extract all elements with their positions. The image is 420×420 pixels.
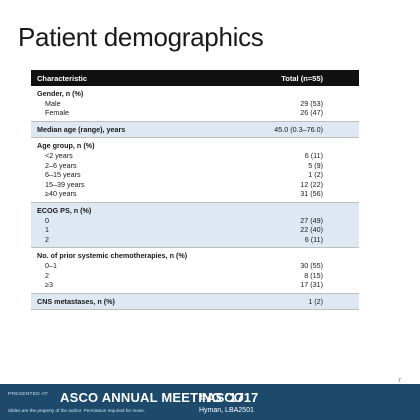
header-total: Total (n=55) <box>281 73 323 83</box>
table-section: Median age (range), years 45.0 (0.3–76.0) <box>31 121 359 139</box>
table-section: No. of prior systemic chemotherapies, n … <box>31 248 359 294</box>
row-label: 0–1 <box>45 260 57 270</box>
reuse-disclaimer: Slides are the property of the author. P… <box>8 408 146 413</box>
row-label: Female <box>45 108 69 118</box>
section-heading-row: CNS metastases, n (%) 1 (2) <box>31 297 359 307</box>
meeting-hashtag: #ASCO17 <box>199 390 259 405</box>
section-heading-label: Median age (range), years <box>37 124 126 134</box>
table-row: Female 26 (47) <box>31 108 359 118</box>
section-heading-value: 45.0 (0.3–76.0) <box>274 124 323 134</box>
row-value: 30 (55) <box>300 260 323 270</box>
section-heading-label: ECOG PS, n (%) <box>37 205 92 215</box>
meeting-name: ASCO ANNUAL MEETING '17 <box>60 390 244 405</box>
table-row: 2 8 (15) <box>31 271 359 281</box>
table-row: 2–6 years 5 (9) <box>31 161 359 171</box>
section-heading-value <box>213 89 359 99</box>
row-label: 15–39 years <box>45 179 85 189</box>
row-value: 12 (22) <box>300 179 323 189</box>
presented-at-label: PRESENTED AT: <box>8 392 49 397</box>
row-value: 26 (47) <box>300 108 323 118</box>
header-characteristic: Characteristic <box>37 73 88 83</box>
table-row: ≥40 years 31 (56) <box>31 189 359 199</box>
section-heading-value: 1 (2) <box>308 296 323 306</box>
section-heading-value <box>213 141 359 151</box>
row-value: 6 (11) <box>304 234 323 244</box>
row-value: 27 (49) <box>300 215 323 225</box>
table-row: 0 27 (49) <box>31 216 359 226</box>
slide-title: Patient demographics <box>18 22 264 52</box>
row-value: 22 (40) <box>300 225 323 235</box>
page-number: 7 <box>398 378 401 384</box>
section-heading-row: No. of prior systemic chemotherapies, n … <box>31 251 359 261</box>
row-label: 2 <box>45 270 49 280</box>
table-row: Male 29 (53) <box>31 99 359 109</box>
table-section: CNS metastases, n (%) 1 (2) <box>31 293 359 311</box>
section-heading-value <box>213 206 359 216</box>
row-value: 8 (15) <box>304 270 323 280</box>
table-row: 15–39 years 12 (22) <box>31 180 359 190</box>
table-header: Characteristic Total (n=55) <box>31 70 359 86</box>
section-heading-row: ECOG PS, n (%) <box>31 206 359 216</box>
row-label: Male <box>45 98 61 108</box>
table-row: ≥3 17 (31) <box>31 280 359 290</box>
table-section: ECOG PS, n (%) 0 27 (49) 1 22 (40) 2 6 (11) <box>31 202 359 249</box>
row-value: 29 (53) <box>300 98 323 108</box>
table-section: Age group, n (%) <2 years 6 (11) 2–6 years 5… <box>31 138 359 203</box>
table-section: Gender, n (%) Male 29 (53) Female 26 (47) <box>31 86 359 122</box>
table-row: 2 6 (11) <box>31 235 359 245</box>
table-body: Gender, n (%) Male 29 (53) Female 26 (47) Med… <box>31 86 359 311</box>
row-label: ≥3 <box>45 280 53 290</box>
section-heading-label: Gender, n (%) <box>37 89 84 98</box>
row-label: <2 years <box>45 150 73 160</box>
table-row: <2 years 6 (11) <box>31 151 359 161</box>
presenter-abstract: Hyman, LBA2501 <box>199 407 254 414</box>
row-value: 5 (9) <box>308 160 323 170</box>
table-row: 0–1 30 (55) <box>31 261 359 271</box>
row-value: 1 (2) <box>308 170 323 180</box>
table-row: 1 22 (40) <box>31 225 359 235</box>
row-label: 2–6 years <box>45 160 77 170</box>
row-value: 31 (56) <box>300 189 323 199</box>
row-value: 6 (11) <box>304 150 323 160</box>
row-label: 2 <box>45 234 49 244</box>
table-row: 6–15 years 1 (2) <box>31 170 359 180</box>
section-heading-row: Gender, n (%) <box>31 89 359 99</box>
section-heading-label: CNS metastases, n (%) <box>37 296 115 306</box>
footer-banner: PRESENTED AT: ASCO ANNUAL MEETING '17 #A… <box>0 384 420 420</box>
section-heading-label: Age group, n (%) <box>37 141 95 151</box>
section-heading-row: Age group, n (%) <box>31 141 359 151</box>
row-label: 1 <box>45 225 49 235</box>
row-value: 17 (31) <box>300 280 323 290</box>
section-heading-value <box>213 251 359 261</box>
row-label: ≥40 years <box>45 189 77 199</box>
row-label: 0 <box>45 215 49 225</box>
row-label: 6–15 years <box>45 170 81 180</box>
demographics-table: Characteristic Total (n=55) Gender, n (%… <box>31 70 359 311</box>
section-heading-label: No. of prior systemic chemotherapies, n … <box>37 251 188 261</box>
section-heading-row: Median age (range), years 45.0 (0.3–76.0) <box>31 125 359 135</box>
